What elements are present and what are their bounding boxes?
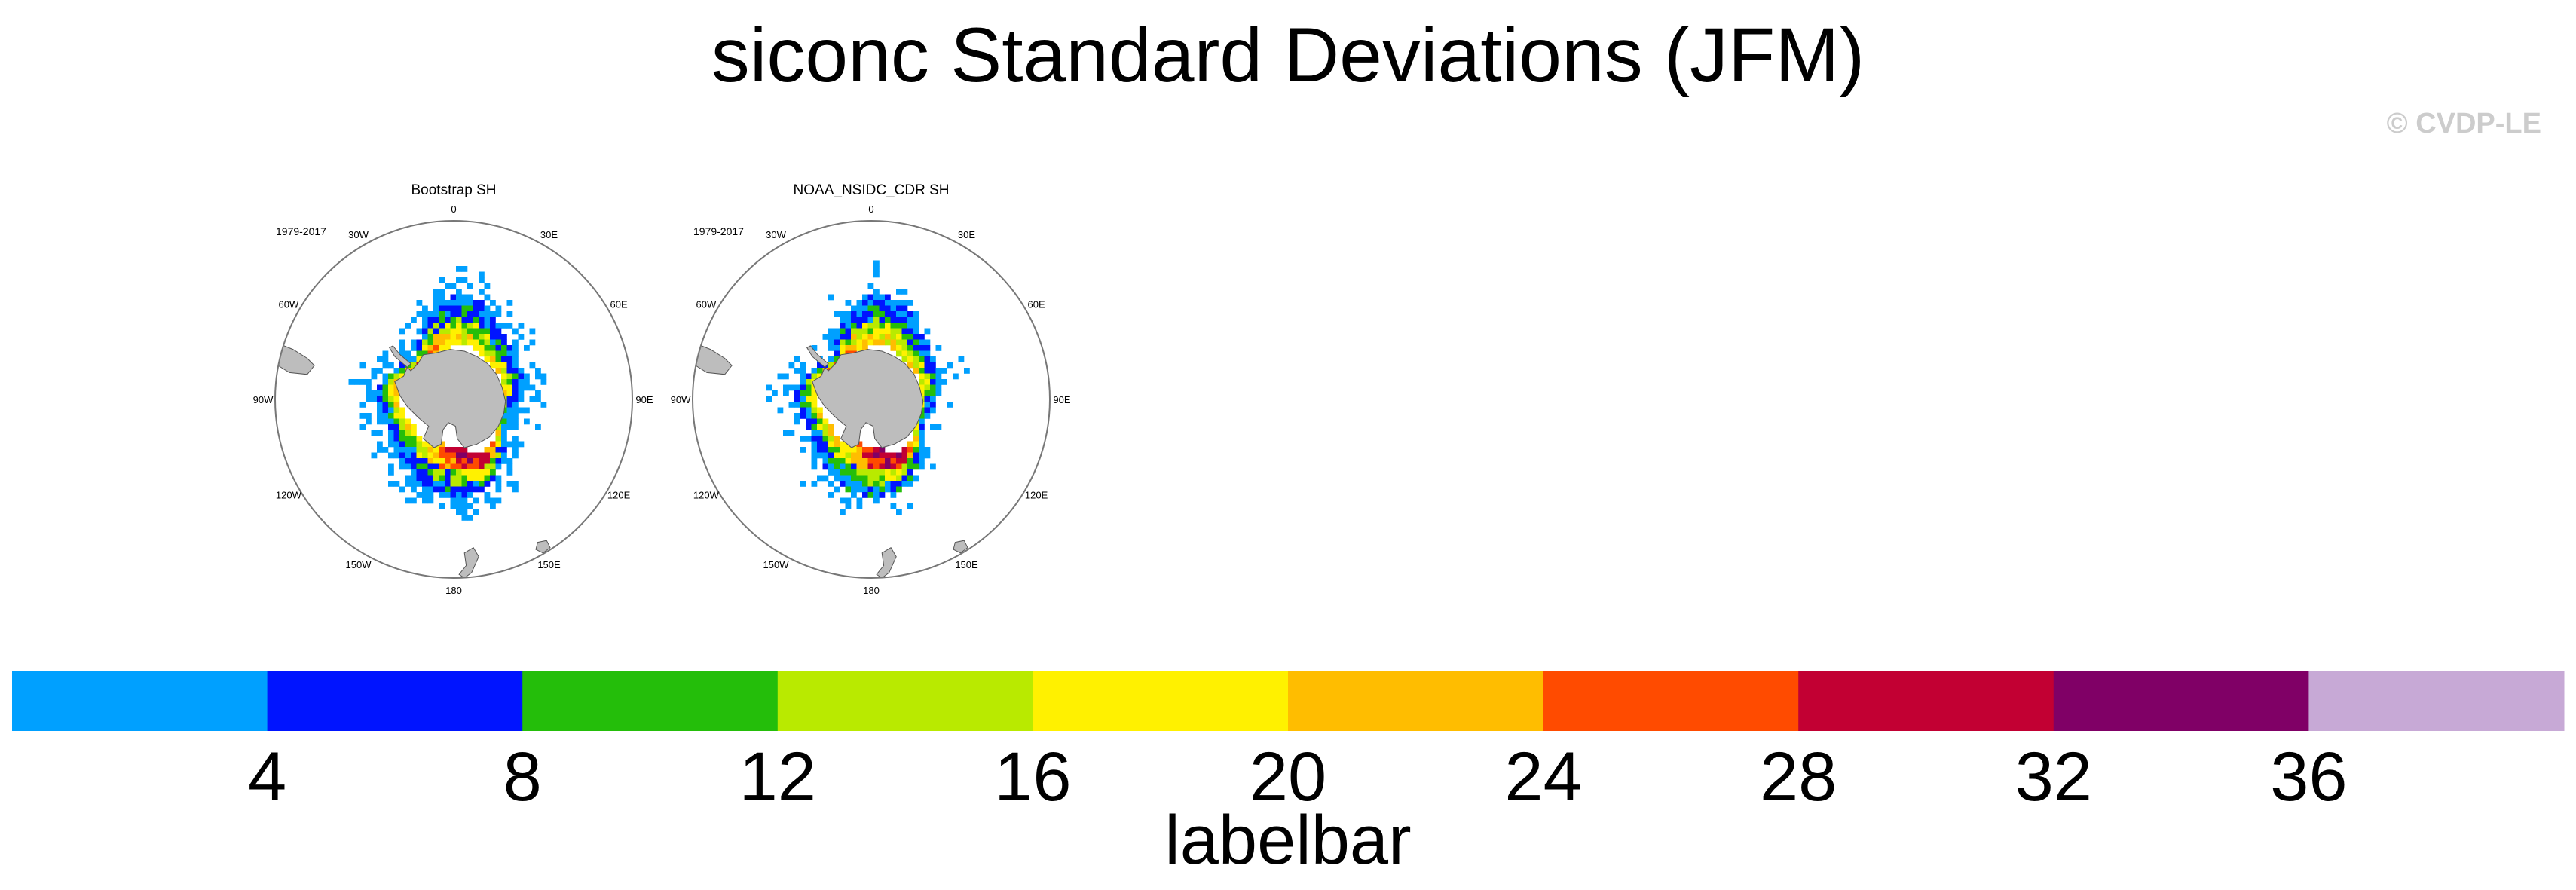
panel-title: Bootstrap SH: [411, 182, 497, 198]
longitude-label: 90E: [1053, 394, 1070, 405]
longitude-label: 60W: [696, 299, 717, 310]
new-zealand-landmass: [876, 547, 897, 578]
colorbar-segment: [777, 671, 1033, 731]
new-zealand-landmass: [458, 547, 479, 578]
longitude-label: 30W: [766, 229, 786, 240]
longitude-label: 30E: [958, 229, 975, 240]
colorbar-segment: [1033, 671, 1289, 731]
antarctic-peninsula: [388, 345, 411, 368]
longitude-label: 0: [868, 203, 873, 215]
colorbar-segment: [2308, 671, 2565, 731]
longitude-label: 60E: [1028, 299, 1045, 310]
longitude-label: 150W: [763, 559, 790, 570]
map-border: [692, 220, 1051, 579]
colorbar-tick-label: 32: [2015, 739, 2092, 815]
longitude-label: 120W: [693, 490, 720, 501]
longitude-label: 120E: [607, 490, 631, 501]
sea-ice-field: [348, 266, 547, 521]
antarctica-landmass: [394, 349, 506, 448]
antarctica-landmass: [812, 349, 924, 448]
panel-period: 1979-2017: [276, 225, 326, 237]
longitude-label: 120E: [1025, 490, 1048, 501]
longitude-label: 0: [451, 203, 456, 215]
map-border: [274, 220, 633, 579]
longitude-label: 30E: [540, 229, 558, 240]
colorbar-tick-label: 16: [994, 739, 1071, 815]
colorbar-segment: [522, 671, 779, 731]
longitude-label: 90W: [253, 394, 274, 405]
watermark: © CVDP-LE: [2387, 108, 2541, 139]
colorbar-tick-label: 8: [503, 739, 542, 815]
colorbar-segment: [12, 671, 268, 731]
figure-title: siconc Standard Deviations (JFM): [711, 12, 1865, 98]
colorbar-tick-label: 20: [1250, 739, 1326, 815]
colorbar-segment: [1543, 671, 1799, 731]
colorbar-segment: [1288, 671, 1544, 731]
tasmania-landmass: [535, 540, 551, 554]
antarctic-peninsula: [806, 345, 829, 368]
tasmania-landmass: [953, 540, 968, 554]
longitude-label: 60E: [610, 299, 628, 310]
longitude-label: 120W: [276, 490, 302, 501]
colorbar-tick-label: 12: [739, 739, 816, 815]
longitude-label: 90W: [671, 394, 691, 405]
colorbar-segment: [1798, 671, 2054, 731]
longitude-label: 30W: [348, 229, 369, 240]
colorbar-tick-label: 28: [1760, 739, 1837, 815]
longitude-label: 60W: [279, 299, 299, 310]
colorbar-tick-label: 36: [2270, 739, 2347, 815]
panel-period: 1979-2017: [693, 225, 744, 237]
longitude-label: 90E: [635, 394, 653, 405]
longitude-label: 180: [445, 585, 462, 596]
longitude-label: 150E: [955, 559, 978, 570]
colorbar: 4 8 12 16 20 24 28 32 36: [12, 671, 2565, 815]
colorbar-segment: [2053, 671, 2309, 731]
longitude-label: 180: [863, 585, 880, 596]
colorbar-tick-label: 24: [1504, 739, 1581, 815]
colorbar-segment: [267, 671, 523, 731]
longitude-label: 150E: [537, 559, 561, 570]
colorbar-tick-label: 4: [248, 739, 286, 815]
map-panel-bootstrap: Bootstrap SH 1979-2017 0 30E 60E 90E 120E 150E 1…: [253, 182, 653, 596]
colorbar-label: labelbar: [1164, 802, 1411, 879]
panel-title: NOAA_NSIDC_CDR SH: [794, 182, 950, 198]
map-panel-noaa: NOAA_NSIDC_CDR SH 1979-2017 0 30E 60E 90E 120E…: [671, 182, 1071, 596]
longitude-label: 150W: [346, 559, 372, 570]
